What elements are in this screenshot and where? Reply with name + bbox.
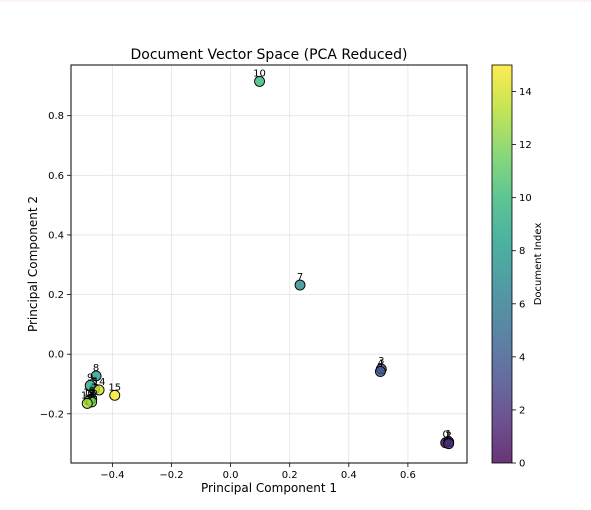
colorbar-ticks: 0 2 4 6 8 10 12 14: [512, 87, 532, 470]
point-label: 11: [83, 387, 96, 398]
top-edge-line: [0, 0, 591, 2]
x-tick-label: 0.4: [341, 470, 357, 481]
point-label: 2: [445, 431, 451, 442]
colorbar-label: Document Index: [533, 223, 544, 306]
data-point: [294, 279, 306, 291]
point-label: 3: [378, 356, 384, 367]
point-label: 13: [81, 390, 94, 401]
point-label: 0: [443, 430, 449, 441]
grid: [71, 65, 467, 463]
data-point: [254, 75, 265, 87]
point-label: 4: [377, 358, 383, 369]
data-point: [84, 380, 96, 391]
colorbar-tick-label: 14: [519, 87, 532, 98]
colorbar-tick-label: 10: [519, 193, 532, 204]
point-label: 12: [85, 389, 98, 400]
colorbar-tick-label: 2: [519, 405, 525, 416]
x-tick-label: 0.0: [223, 470, 239, 481]
point-label: 5: [91, 376, 97, 387]
colorbar-tick-label: 4: [519, 352, 525, 363]
colorbar-tick-label: 0: [519, 459, 525, 470]
y-tick-label: 0.8: [48, 111, 64, 122]
point-label: 9: [87, 372, 93, 383]
point-label: 1: [445, 429, 451, 440]
data-point: [109, 389, 121, 401]
point-label: 15: [108, 382, 121, 393]
y-tick-label: 0.0: [48, 350, 64, 361]
colorbar-tick-label: 6: [519, 299, 525, 310]
point-label: 7: [297, 272, 303, 283]
point-label: 8: [93, 363, 99, 374]
colorbar: [491, 64, 513, 464]
x-tick-label: 0.2: [282, 470, 298, 481]
colorbar-tick-label: 8: [519, 246, 525, 257]
point-label: 6: [88, 386, 94, 397]
y-axis-label: Principal Component 2: [26, 196, 40, 332]
data-point: [90, 370, 102, 382]
point-label: 10: [253, 68, 266, 79]
data-points: [81, 75, 455, 450]
y-tick-label: −0.2: [40, 409, 64, 420]
data-point: [443, 438, 455, 450]
y-tick-label: 0.6: [48, 171, 64, 182]
x-axis-ticks: −0.4 −0.2 0.0 0.2 0.4 0.6: [100, 463, 416, 481]
chart-title: Document Vector Space (PCA Reduced): [131, 47, 408, 63]
plot-frame: [70, 64, 468, 464]
x-tick-label: −0.4: [100, 470, 124, 481]
y-tick-label: 0.2: [48, 290, 64, 301]
data-point: [93, 384, 105, 396]
point-label: 14: [93, 377, 106, 388]
y-axis-ticks: −0.2 0.0 0.2 0.4 0.6 0.8: [40, 111, 71, 420]
x-tick-label: −0.2: [159, 470, 183, 481]
data-point: [374, 366, 386, 377]
colorbar-tick-label: 12: [519, 140, 532, 151]
x-axis-label: Principal Component 1: [201, 481, 337, 495]
x-tick-label: 0.6: [400, 470, 416, 481]
data-point: [81, 397, 93, 409]
y-tick-label: 0.4: [48, 230, 64, 241]
